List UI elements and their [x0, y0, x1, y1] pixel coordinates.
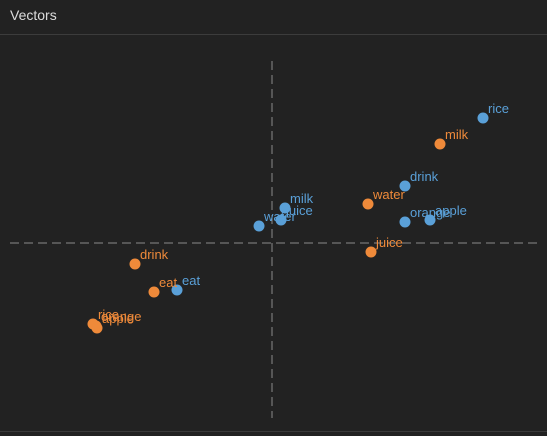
point-orange-apple[interactable] [91, 322, 103, 334]
panel-header: Vectors [0, 0, 547, 35]
point-label-orange-eat: eat [159, 275, 177, 290]
points-layer: ricedrinkappleorangemilkjuicewatereatmil… [87, 101, 509, 334]
point-orange-water[interactable] [362, 198, 374, 210]
point-label-blue-drink: drink [410, 169, 439, 184]
panel-title: Vectors [10, 7, 57, 23]
point-blue-apple[interactable] [424, 214, 436, 226]
point-blue-water[interactable] [253, 220, 265, 232]
point-blue-eat[interactable] [171, 284, 183, 296]
point-label-blue-orange: orange [410, 205, 450, 220]
point-label-blue-apple: apple [435, 203, 467, 218]
point-blue-milk[interactable] [279, 202, 291, 214]
point-label-orange-orange: orange [101, 309, 141, 324]
vector-scatter-plot: ricedrinkappleorangemilkjuicewatereatmil… [10, 61, 537, 418]
point-blue-juice[interactable] [275, 214, 287, 226]
panel-divider [0, 431, 547, 432]
point-orange-drink[interactable] [129, 258, 141, 270]
point-blue-rice[interactable] [477, 112, 489, 124]
point-label-orange-apple: apple [102, 311, 134, 326]
point-label-blue-juice: juice [285, 203, 313, 218]
point-label-orange-drink: drink [140, 247, 169, 262]
point-label-orange-rice: rice [98, 307, 119, 322]
point-label-blue-milk: milk [290, 191, 314, 206]
point-orange-milk[interactable] [434, 138, 446, 150]
point-orange-eat[interactable] [148, 286, 160, 298]
point-label-orange-milk: milk [445, 127, 469, 142]
point-label-blue-water: water [263, 209, 296, 224]
point-label-orange-water: water [372, 187, 405, 202]
point-orange-juice[interactable] [365, 246, 377, 258]
point-blue-orange[interactable] [399, 216, 411, 228]
point-label-orange-juice: juice [375, 235, 403, 250]
point-blue-drink[interactable] [399, 180, 411, 192]
point-label-blue-rice: rice [488, 101, 509, 116]
point-label-blue-eat: eat [182, 273, 200, 288]
